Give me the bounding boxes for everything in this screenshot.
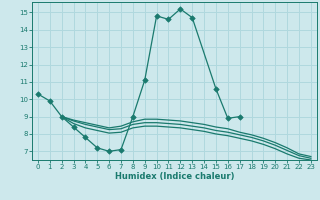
X-axis label: Humidex (Indice chaleur): Humidex (Indice chaleur) [115, 172, 234, 181]
